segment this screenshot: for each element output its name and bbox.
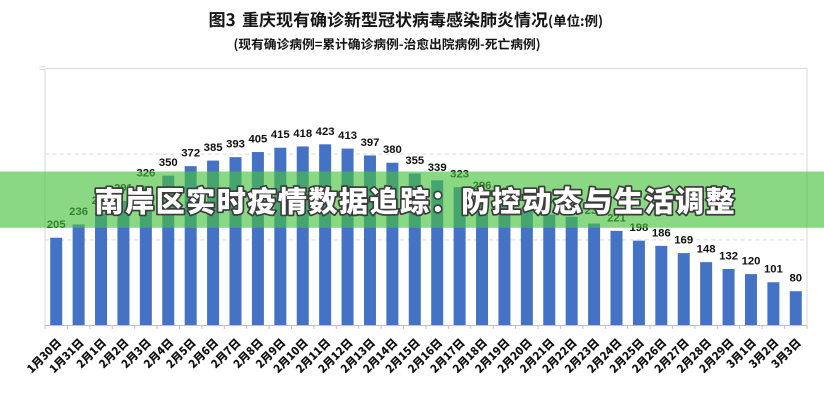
svg-text:393: 393 [226, 139, 245, 151]
svg-text:423: 423 [316, 126, 335, 138]
svg-text:101: 101 [764, 264, 783, 276]
svg-text:372: 372 [181, 148, 200, 160]
svg-text:415: 415 [271, 129, 290, 141]
svg-text:397: 397 [361, 137, 380, 149]
svg-text:380: 380 [383, 144, 402, 156]
svg-text:120: 120 [742, 256, 761, 268]
svg-text:418: 418 [293, 128, 312, 140]
svg-text:186: 186 [652, 227, 671, 239]
svg-text:413: 413 [338, 130, 357, 142]
svg-text:355: 355 [405, 155, 424, 167]
svg-text:405: 405 [248, 134, 267, 146]
svg-text:339: 339 [428, 162, 447, 174]
svg-text:350: 350 [159, 157, 178, 169]
svg-text:132: 132 [719, 251, 738, 263]
svg-text:80: 80 [790, 273, 803, 285]
svg-text:169: 169 [674, 235, 693, 247]
svg-text:385: 385 [204, 142, 223, 154]
svg-text:148: 148 [697, 244, 716, 256]
